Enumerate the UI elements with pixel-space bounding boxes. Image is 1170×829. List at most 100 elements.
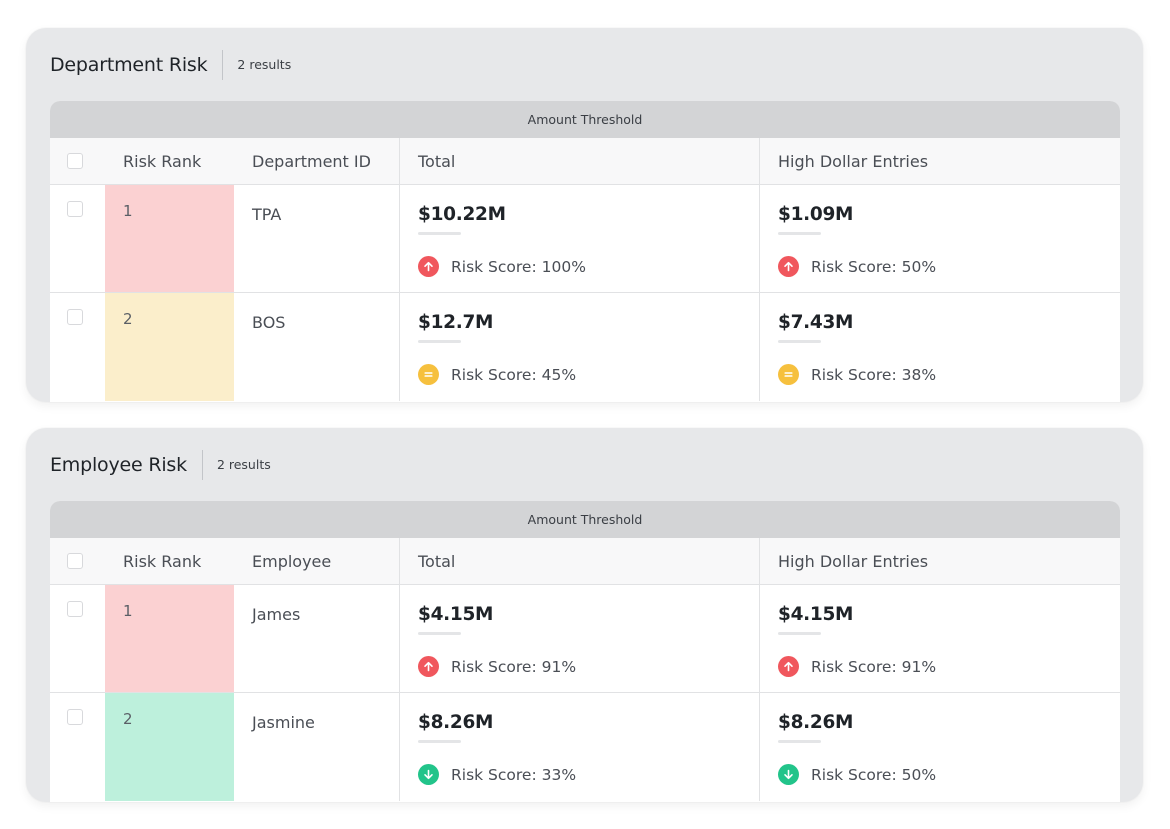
identifier-value: Jasmine — [252, 713, 315, 732]
table-row[interactable]: 2 BOS $12.7M Risk Score: 45% $7.43M — [50, 293, 1120, 401]
total-cell: $8.26M Risk Score: 33% — [400, 693, 760, 801]
identifier-cell: BOS — [234, 293, 400, 401]
header-divider — [201, 449, 203, 480]
row-checkbox[interactable] — [67, 709, 83, 725]
select-all-cell — [50, 138, 105, 184]
amount-value: $12.7M — [418, 312, 494, 333]
arrow-up-icon — [418, 656, 439, 677]
table-row[interactable]: 1 TPA $10.22M Risk Score: 100% $1.09M — [50, 185, 1120, 293]
risk-score: Risk Score: 91% — [418, 656, 576, 677]
header-divider — [222, 49, 224, 80]
select-all-checkbox[interactable] — [67, 153, 83, 169]
amount-value: $4.15M — [778, 604, 854, 625]
arrow-down-icon — [778, 764, 799, 785]
risk-rank-value: 1 — [123, 202, 133, 220]
amount-underline — [778, 632, 821, 635]
column-header-total[interactable]: Total — [400, 138, 760, 184]
total-cell: $4.15M Risk Score: 91% — [400, 585, 760, 692]
column-header-high-dollar-entries[interactable]: High Dollar Entries — [778, 551, 929, 571]
equals-icon — [778, 364, 799, 385]
amount-value: $4.15M — [418, 604, 494, 625]
risk-rank-highlight — [105, 293, 234, 401]
risk-score: Risk Score: 50% — [778, 764, 936, 785]
risk-score: Risk Score: 38% — [778, 364, 936, 385]
amount-value: $10.22M — [418, 204, 506, 225]
identifier-cell: TPA — [234, 185, 400, 292]
risk-score-label: Risk Score: 33% — [451, 765, 577, 784]
results-count: 2 results — [216, 457, 271, 472]
table-body: 1 James $4.15M Risk Score: 91% $4.15M — [50, 585, 1120, 801]
amount-value: $1.09M — [778, 204, 854, 225]
risk-score-label: Risk Score: 38% — [811, 365, 937, 384]
row-select-cell — [50, 185, 105, 292]
risk-score: Risk Score: 45% — [418, 364, 576, 385]
amount-value: $8.26M — [778, 712, 854, 733]
column-header-department-id[interactable]: Department ID — [234, 138, 400, 184]
risk-rank-highlight — [105, 185, 234, 292]
table-row[interactable]: 2 Jasmine $8.26M Risk Score: 33% $8.26M — [50, 693, 1120, 801]
risk-rank-value: 1 — [123, 602, 133, 620]
select-all-cell — [50, 538, 105, 584]
risk-rank-highlight — [105, 693, 234, 801]
total-cell: $12.7M Risk Score: 45% — [400, 293, 760, 401]
risk-rank-cell: 2 — [105, 293, 234, 401]
identifier-value: James — [252, 605, 301, 624]
risk-rank-value: 2 — [123, 710, 133, 728]
department-risk-panel: Department Risk 2 results Amount Thresho… — [26, 28, 1143, 402]
employee-risk-table: Amount Threshold Risk Rank Employee Tota… — [50, 501, 1120, 802]
risk-rank-cell: 1 — [105, 585, 234, 692]
amount-underline — [418, 232, 461, 235]
panel-header: Employee Risk 2 results — [26, 428, 1143, 501]
panel-title: Employee Risk — [50, 453, 187, 476]
risk-score-label: Risk Score: 45% — [451, 365, 577, 384]
column-header-risk-rank[interactable]: Risk Rank — [123, 551, 202, 571]
row-checkbox[interactable] — [67, 201, 83, 217]
risk-score-label: Risk Score: 91% — [451, 657, 577, 676]
identifier-cell: James — [234, 585, 400, 692]
row-checkbox[interactable] — [67, 309, 83, 325]
amount-underline — [778, 340, 821, 343]
risk-rank-cell: 1 — [105, 185, 234, 292]
arrow-up-icon — [778, 656, 799, 677]
table-row[interactable]: 1 James $4.15M Risk Score: 91% $4.15M — [50, 585, 1120, 693]
column-header-employee[interactable]: Employee — [234, 538, 400, 584]
row-select-cell — [50, 585, 105, 692]
table-header-row: Risk Rank Employee Total High Dollar Ent… — [50, 538, 1120, 585]
column-header-high-dollar-entries[interactable]: High Dollar Entries — [778, 151, 929, 171]
row-checkbox[interactable] — [67, 601, 83, 617]
amount-underline — [418, 340, 461, 343]
column-group-header: Amount Threshold — [50, 101, 1120, 138]
amount-underline — [418, 740, 461, 743]
identifier-cell: Jasmine — [234, 693, 400, 801]
risk-score-label: Risk Score: 50% — [811, 765, 937, 784]
amount-underline — [418, 632, 461, 635]
panel-header: Department Risk 2 results — [26, 28, 1143, 101]
select-all-checkbox[interactable] — [67, 553, 83, 569]
total-cell: $10.22M Risk Score: 100% — [400, 185, 760, 292]
risk-rank-highlight — [105, 585, 234, 692]
risk-score: Risk Score: 100% — [418, 256, 586, 277]
amount-underline — [778, 232, 821, 235]
table-header-row: Risk Rank Department ID Total High Dolla… — [50, 138, 1120, 185]
high-dollar-cell: $8.26M Risk Score: 50% — [760, 693, 1120, 801]
results-count: 2 results — [237, 57, 292, 72]
amount-value: $8.26M — [418, 712, 494, 733]
identifier-value: BOS — [252, 313, 286, 332]
amount-underline — [778, 740, 821, 743]
risk-rank-value: 2 — [123, 310, 133, 328]
high-dollar-cell: $7.43M Risk Score: 38% — [760, 293, 1120, 401]
identifier-value: TPA — [252, 205, 282, 224]
risk-score-label: Risk Score: 100% — [451, 257, 586, 276]
risk-rank-cell: 2 — [105, 693, 234, 801]
high-dollar-cell: $4.15M Risk Score: 91% — [760, 585, 1120, 692]
table-body: 1 TPA $10.22M Risk Score: 100% $1.09M — [50, 185, 1120, 401]
risk-score: Risk Score: 33% — [418, 764, 576, 785]
employee-risk-panel: Employee Risk 2 results Amount Threshold… — [26, 428, 1143, 802]
panel-title: Department Risk — [50, 53, 208, 76]
column-header-risk-rank[interactable]: Risk Rank — [123, 151, 202, 171]
amount-value: $7.43M — [778, 312, 854, 333]
risk-score: Risk Score: 91% — [778, 656, 936, 677]
arrow-down-icon — [418, 764, 439, 785]
column-header-total[interactable]: Total — [400, 538, 760, 584]
column-group-header: Amount Threshold — [50, 501, 1120, 538]
